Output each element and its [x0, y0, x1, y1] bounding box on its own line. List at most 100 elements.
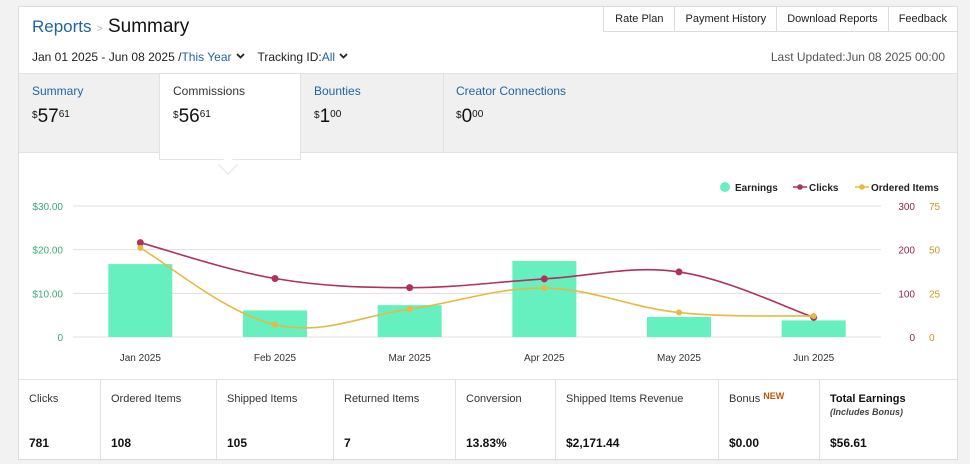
currency-symbol: $	[173, 110, 179, 121]
amount-cents: 00	[472, 109, 484, 120]
last-updated: Last Updated:Jun 08 2025 00:00	[770, 50, 945, 64]
tab-amount: $ 56 61	[173, 106, 287, 127]
stat-label: Shipped Items Revenue	[566, 393, 684, 405]
page-title: Summary	[107, 16, 190, 37]
stat-label: Clicks	[29, 393, 59, 405]
stat-conversion: Conversion 13.83%	[456, 380, 556, 461]
stat-value: 108	[111, 436, 132, 450]
total-earnings-label: Total Earnings	[830, 393, 906, 405]
report-tabs: Summary $ 57 61 Commissions $ 56 61 Boun…	[19, 73, 957, 160]
stat-label: Conversion	[466, 393, 522, 405]
period-value: This Year	[181, 50, 232, 64]
stat-ordered-items: Ordered Items 108	[101, 380, 217, 461]
tracking-id-dropdown[interactable]: All	[322, 50, 348, 64]
feedback-button[interactable]: Feedback	[887, 6, 958, 32]
x-axis-label: May 2025	[657, 353, 701, 364]
ordered-items-point	[541, 285, 548, 292]
right-axis-tick: 100	[898, 289, 915, 300]
left-axis-tick: $10.00	[32, 289, 63, 300]
earnings-bar	[512, 261, 577, 337]
right-axis-tick: 200	[898, 246, 915, 257]
amount-cents: 00	[330, 109, 342, 120]
legend-earnings-marker	[720, 182, 730, 192]
date-range: Jan 01 2025 - Jun 08 2025 /	[32, 50, 182, 64]
right-axis-tick: 300	[898, 202, 915, 213]
left-axis-tick: $30.00	[32, 202, 63, 213]
currency-symbol: $	[32, 110, 38, 121]
amount-dollars: 56	[178, 106, 200, 127]
x-axis-label: Feb 2025	[254, 353, 297, 364]
clicks-line	[140, 241, 814, 319]
breadcrumb: Reports > Summary	[32, 16, 189, 38]
x-axis-label: Mar 2025	[389, 353, 432, 364]
tracking-label: Tracking ID:	[257, 50, 322, 64]
stat-clicks: Clicks 781	[19, 380, 101, 461]
tab-summary[interactable]: Summary $ 57 61	[19, 74, 160, 153]
clicks-point	[675, 268, 683, 276]
amount-dollars: 0	[461, 106, 473, 127]
tab-bounties[interactable]: Bounties $ 1 00	[301, 74, 443, 153]
ordered-items-point	[676, 309, 682, 316]
top-nav: Rate Plan Payment History Download Repor…	[603, 6, 958, 32]
total-earnings-sublabel: (Includes Bonus)	[830, 407, 904, 417]
right-outer-axis-tick: 25	[929, 289, 941, 300]
summary-card: Reports > Summary Rate Plan Payment Hist…	[18, 6, 958, 461]
ordered-items-point	[810, 313, 817, 320]
ordered-items-line	[139, 247, 814, 329]
earnings-bar	[647, 316, 711, 337]
currency-symbol: $	[456, 110, 462, 121]
chevron-down-icon	[235, 52, 245, 60]
tab-divider	[443, 74, 444, 153]
breadcrumb-separator: >	[96, 23, 103, 35]
tab-label: Commissions	[173, 84, 246, 98]
earnings-chart: $30.00 $20.00 $10.00 0 300 200 100 0 75 50 25 0 Jan …	[32, 182, 941, 364]
tab-amount: $ 57 61	[32, 106, 147, 127]
rate-plan-button[interactable]: Rate Plan	[603, 6, 676, 32]
tab-amount: $ 0 00	[456, 106, 630, 127]
tab-creator-connections[interactable]: Creator Connections $ 0 00	[443, 74, 643, 153]
ordered-items-point	[272, 321, 278, 328]
right-outer-axis-tick: 0	[929, 333, 935, 344]
stat-value: $56.61	[830, 436, 867, 450]
stat-label: Returned Items	[344, 393, 420, 405]
tab-commissions[interactable]: Commissions $ 56 61	[159, 74, 301, 160]
stat-shipped-items-revenue: Shipped Items Revenue $2,171.44	[556, 380, 719, 461]
tab-label: Creator Connections	[456, 84, 567, 98]
right-outer-axis-tick: 75	[929, 202, 941, 213]
right-outer-axis-tick: 50	[929, 246, 941, 257]
legend-label: Clicks	[809, 183, 839, 194]
stat-label: Bonus NEW	[729, 391, 819, 405]
breadcrumb-reports-link[interactable]: Reports	[32, 17, 92, 36]
stat-returned-items: Returned Items 7	[334, 380, 456, 461]
clicks-point	[136, 239, 144, 247]
earnings-bar	[781, 320, 846, 337]
x-axis-label: Jan 2025	[120, 353, 162, 364]
stat-bonus: Bonus NEW $0.00	[719, 380, 820, 461]
stat-shipped-items: Shipped Items 105	[217, 380, 334, 461]
stat-label: Shipped Items	[227, 393, 298, 405]
currency-symbol: $	[314, 110, 320, 121]
ordered-items-point	[406, 306, 413, 313]
stat-value: 781	[29, 436, 50, 450]
download-reports-button[interactable]: Download Reports	[776, 6, 889, 32]
payment-history-button[interactable]: Payment History	[674, 6, 778, 32]
period-dropdown[interactable]: This Year	[181, 50, 245, 64]
x-axis-label: Jun 2025	[793, 353, 835, 364]
stat-value: 13.83%	[466, 436, 507, 450]
clicks-point	[406, 284, 414, 292]
stats-bar: Clicks 781 Ordered Items 108 Shipped Ite…	[19, 379, 957, 461]
clicks-point	[540, 275, 548, 283]
stat-value: $2,171.44	[566, 436, 620, 450]
amount-cents: 61	[199, 109, 211, 120]
amount-dollars: 57	[37, 106, 59, 127]
bonus-label: Bonus	[729, 393, 761, 405]
tab-label: Summary	[32, 84, 84, 98]
legend-point-marker	[797, 184, 803, 190]
amount-cents: 61	[58, 109, 70, 120]
right-axis-tick: 0	[909, 333, 915, 344]
stat-label: Ordered Items	[111, 393, 182, 405]
stat-label: Total Earnings (Includes Bonus)	[830, 393, 957, 417]
stat-value: 105	[227, 436, 248, 450]
tab-amount: $ 1 00	[314, 107, 430, 126]
legend-label: Ordered Items	[871, 183, 939, 194]
